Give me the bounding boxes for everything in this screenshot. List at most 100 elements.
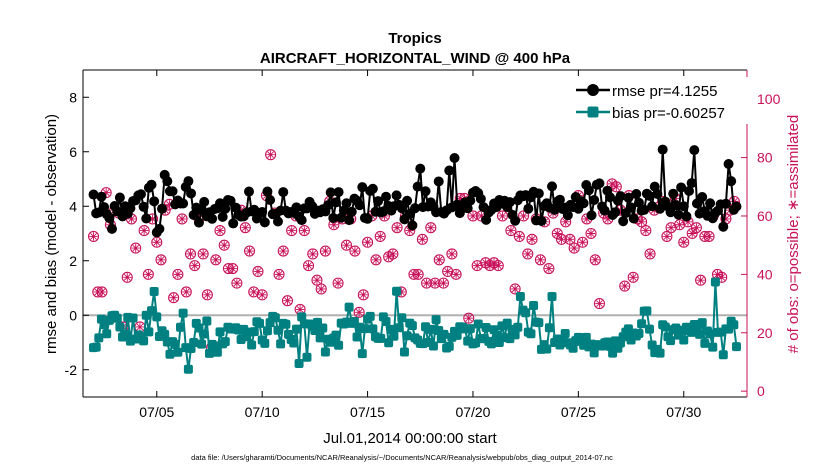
bias-point xyxy=(260,338,270,348)
bias-point xyxy=(112,313,122,323)
x-tick-label: 07/30 xyxy=(666,404,701,420)
rmse-point xyxy=(462,203,473,214)
rmse-point xyxy=(296,215,307,226)
obs-possible-marker xyxy=(551,227,563,240)
obs-assimilated-marker xyxy=(308,249,317,259)
bias-point xyxy=(679,335,689,345)
obs-possible-marker xyxy=(509,283,521,295)
obs-assimilated-marker xyxy=(135,322,145,332)
rmse-point xyxy=(415,163,426,174)
obs-possible-marker xyxy=(446,248,458,260)
obs-assimilated-marker xyxy=(519,211,528,221)
bias-point xyxy=(589,348,599,358)
bias-point xyxy=(473,319,483,329)
obs-assimilated-marker xyxy=(253,267,263,276)
obs-assimilated-marker xyxy=(177,214,187,224)
obs-assimilated-marker xyxy=(506,226,516,235)
obs-assimilated-marker xyxy=(123,273,132,282)
obs-possible-marker xyxy=(315,283,327,295)
rmse-point xyxy=(676,182,687,193)
obs-assimilated-marker xyxy=(717,273,726,282)
bias-point xyxy=(376,333,386,343)
obs-possible-marker xyxy=(505,225,517,237)
bias-point xyxy=(204,348,214,358)
bias-point xyxy=(360,324,370,334)
rmse-point xyxy=(684,185,695,196)
obs-assimilated-marker xyxy=(131,243,140,253)
rmse-point xyxy=(141,213,152,224)
x-tick-label: 07/05 xyxy=(139,404,174,420)
bias-point xyxy=(291,324,301,334)
rmse-point xyxy=(681,211,692,222)
footer-data-file: data file: /Users/gharamti/Documents/NCA… xyxy=(191,453,613,462)
obs-assimilated-marker xyxy=(536,255,545,264)
obs-possible-marker xyxy=(463,312,475,324)
rmse-point xyxy=(344,215,355,226)
obs-possible-marker xyxy=(522,248,534,260)
rmse-point xyxy=(444,165,455,176)
obs-assimilated-marker xyxy=(363,238,372,247)
bias-point xyxy=(352,332,362,342)
bias-point xyxy=(320,347,330,357)
obs-assimilated-marker xyxy=(730,197,739,206)
obs-assimilated-marker xyxy=(371,255,381,264)
bias-point xyxy=(202,316,212,326)
y-tick-label: 0 xyxy=(69,307,77,323)
obs-possible-marker xyxy=(690,222,702,234)
legend-bias-marker xyxy=(587,106,599,118)
rmse-point xyxy=(257,206,268,217)
obs-assimilated-marker xyxy=(620,281,629,291)
bias-point xyxy=(165,349,175,359)
obs-possible-marker xyxy=(210,254,222,266)
rmse-point xyxy=(523,203,534,214)
obs-assimilated-marker xyxy=(713,270,722,279)
x-tick-label: 07/20 xyxy=(455,404,490,420)
legend: rmse pr=4.1255 bias pr=-0.60257 xyxy=(572,77,748,124)
obs-possible-marker xyxy=(391,222,403,234)
obs-possible-marker xyxy=(252,265,264,278)
obs-possible-marker xyxy=(256,289,268,301)
bias-point xyxy=(697,318,707,328)
bias-point xyxy=(91,342,101,352)
bias-point xyxy=(718,350,728,360)
rmse-point xyxy=(183,176,194,187)
rmse-point xyxy=(407,220,418,231)
bias-point xyxy=(128,313,138,323)
obs-assimilated-marker xyxy=(97,287,107,297)
bias-point xyxy=(189,338,199,347)
obs-assimilated-marker xyxy=(329,220,339,229)
rmse-point xyxy=(138,201,149,212)
bias-point xyxy=(160,329,170,339)
obs-assimilated-marker xyxy=(477,211,486,221)
rmse-point xyxy=(639,204,650,215)
obs-possible-marker xyxy=(180,286,192,298)
obs-possible-marker xyxy=(138,225,150,237)
rmse-point xyxy=(594,178,605,189)
bias-point xyxy=(94,333,104,343)
bias-point xyxy=(465,324,475,334)
rmse-point xyxy=(678,201,689,212)
bias-point xyxy=(173,347,183,357)
obs-assimilated-marker xyxy=(456,194,465,203)
rmse-point xyxy=(146,179,157,190)
bias-point xyxy=(510,330,520,340)
obs-possible-marker xyxy=(610,181,622,193)
obs-possible-marker xyxy=(374,230,386,242)
obs-possible-marker xyxy=(568,242,580,254)
rmse-point xyxy=(346,206,357,217)
rmse-point xyxy=(718,221,729,232)
bias-point xyxy=(655,348,665,358)
x-tick-label: 07/10 xyxy=(245,404,280,420)
obs-assimilated-marker xyxy=(220,240,229,250)
obs-assimilated-marker xyxy=(376,232,385,241)
bias-point xyxy=(513,322,523,332)
x-axis-label: Jul.01,2014 00:00:00 start xyxy=(323,430,497,447)
obs-assimilated-marker xyxy=(472,261,482,270)
rmse-point xyxy=(272,216,283,227)
rmse-point xyxy=(631,188,642,199)
obs-assimilated-marker xyxy=(274,270,284,279)
obs-possible-marker xyxy=(168,292,180,304)
bias-point xyxy=(102,329,112,339)
bias-point xyxy=(637,319,647,329)
chart-subtitle: AIRCRAFT_HORIZONTAL_WIND @ 400 hPa xyxy=(260,50,571,67)
